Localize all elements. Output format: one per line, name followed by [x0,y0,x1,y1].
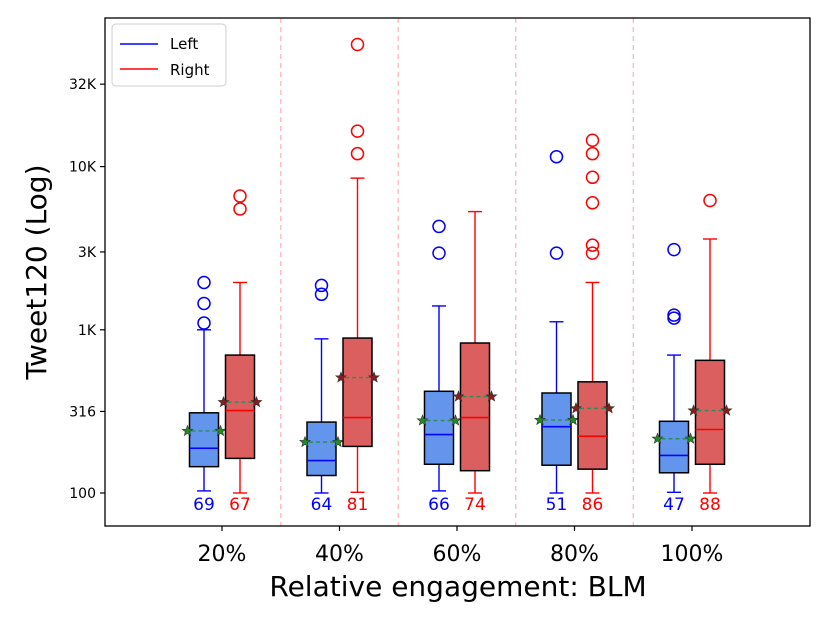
left-mean-star [214,424,227,437]
right-mean-star [452,390,465,402]
left-count-label: 64 [311,495,333,515]
right-box-group [452,210,498,494]
right-outlier-point [585,238,600,252]
category-separators [280,18,634,526]
x-tick-label: 60% [433,542,482,567]
left-count-label: 66 [428,495,450,515]
right-mean-star [217,395,230,408]
right-count-label: 74 [464,495,486,515]
left-box-group [298,278,345,494]
left-outlier-point [549,149,564,164]
right-box-group [334,37,381,493]
left-outlier-point [549,246,564,260]
right-mean-star [602,402,616,414]
right-outlier-point [350,124,365,138]
plot-frame [104,17,811,527]
left-outlier-point [197,296,211,311]
right-mean-star [250,395,263,408]
left-box [306,421,337,477]
right-box-group [687,193,733,494]
right-outlier-point [350,37,365,52]
y-tick-label: 32K [69,77,97,93]
y-tick-label: 316 [69,404,96,420]
legend-frame [111,23,227,87]
left-box [541,392,572,466]
x-tick-label: 20% [198,542,247,567]
right-mean-star [569,402,583,414]
x-axis-title: Relative engagement: BLM [269,570,646,603]
right-mean-star [687,404,700,416]
y-tick-label: 100 [69,486,96,502]
left-mean-star [684,432,697,444]
x-tick-label: 100% [661,542,724,567]
y-tick-label: 1K [78,323,97,339]
right-count-label: 67 [229,495,251,515]
left-outlier-point [432,219,446,234]
left-outlier-point [667,242,681,257]
left-outlier-point [667,308,681,322]
left-mean-star [533,413,547,426]
right-box-group [569,133,616,494]
right-outlier-point [350,146,365,161]
left-mean-star [566,413,580,426]
legend-left-label: Left [170,35,198,53]
left-outlier-point [432,246,446,260]
right-outlier-point [233,189,247,203]
right-mean-star [485,390,498,402]
left-box-group [416,219,462,492]
left-mean-star [449,414,462,426]
right-count-label: 88 [699,495,721,515]
right-box [459,342,491,472]
left-outlier-point [314,287,329,302]
left-count-label: 51 [546,495,568,515]
y-tick-label: 3K [78,245,97,261]
right-count-label: 81 [347,495,369,515]
left-mean-star [331,435,345,448]
right-mean-star [334,371,348,383]
left-outlier-point [314,278,329,293]
x-tick-label: 40% [315,542,364,567]
left-mean-star [181,424,194,437]
left-mean-star [298,435,312,448]
right-box [577,381,608,470]
right-box [224,354,256,460]
left-outlier-point [197,275,211,290]
right-outlier-point [585,246,600,260]
left-count-label: 47 [663,495,685,515]
left-mean-star [651,432,664,444]
left-outlier-point [197,316,211,330]
box-series [181,37,733,494]
right-outlier-point [585,133,600,148]
right-box-group [217,189,263,494]
left-count-label: 69 [193,495,215,515]
right-box [342,337,373,448]
right-mean-star [720,404,733,416]
right-box [694,359,726,466]
right-outlier-point [585,146,600,161]
left-box [188,412,220,468]
right-outlier-point [233,202,247,216]
legend: Left Right [111,23,227,87]
right-mean-star [367,371,381,383]
y-axis-title: Tweet120 (Log) [20,164,53,380]
x-axis: 20% 40% 60% 80% 100% [198,526,724,567]
left-box [423,390,455,466]
y-axis: 100 316 1K 3K 10K 32K [69,77,105,502]
left-box-group [533,149,580,494]
right-outlier-point [703,193,717,208]
count-labels: 69 64 66 51 47 67 81 74 86 88 [193,495,721,515]
x-tick-label: 80% [550,542,599,567]
right-outlier-point [585,170,600,185]
right-count-label: 86 [582,495,604,515]
left-box-group [181,275,227,492]
right-outlier-point [585,196,600,210]
left-box [658,420,690,474]
left-box-group [651,242,697,493]
y-tick-label: 10K [69,160,97,176]
legend-right-label: Right [170,61,210,79]
left-mean-star [416,414,429,426]
